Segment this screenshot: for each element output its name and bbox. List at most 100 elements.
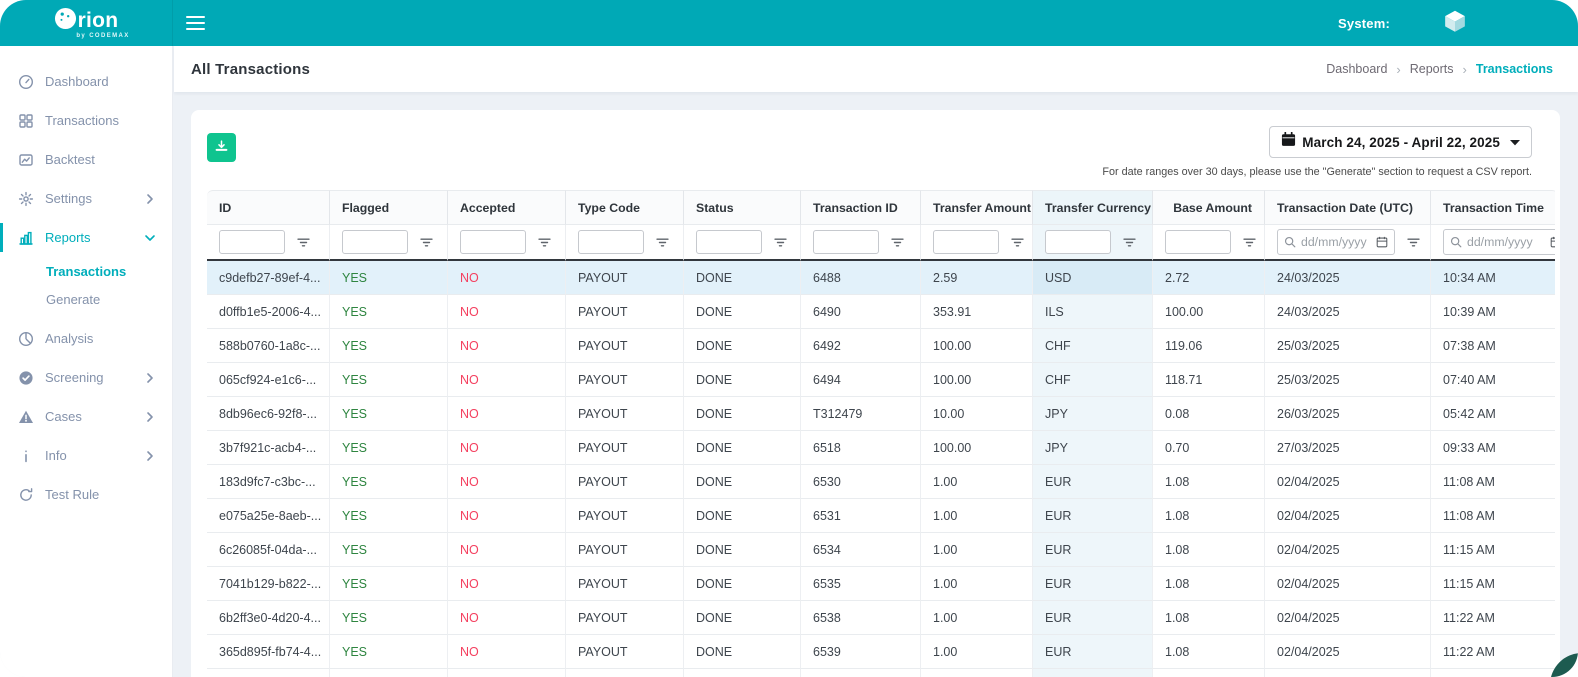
cell-id: e075a25e-8aeb-... <box>207 499 329 533</box>
filter-menu-icon[interactable] <box>1010 235 1025 250</box>
table-row[interactable]: 183d9fc7-c3bc-...YESNOPAYOUTDONE65301.00… <box>207 465 1555 499</box>
filter-menu-icon[interactable] <box>1242 235 1257 250</box>
column-header-id[interactable]: ID <box>207 190 329 225</box>
filter-menu-icon[interactable] <box>1122 235 1137 250</box>
table-row[interactable]: 065cf924-e1c6-...YESNOPAYOUTDONE6494100.… <box>207 363 1555 397</box>
filter-input-transaction_time[interactable]: dd/mm/yyyy <box>1443 229 1555 255</box>
calendar-icon[interactable] <box>1550 236 1555 248</box>
table-row[interactable]: d0ffb1e5-2006-4...YESNOPAYOUTDONE6490353… <box>207 295 1555 329</box>
sidebar-item-info[interactable]: Info <box>0 436 172 475</box>
filter-menu-icon[interactable] <box>773 235 788 250</box>
sidebar-item-analysis[interactable]: Analysis <box>0 319 172 358</box>
cell-transaction_date: 02/04/2025 <box>1264 601 1430 635</box>
cell-transfer_currency: EUR <box>1032 601 1152 635</box>
search-icon <box>1450 236 1462 248</box>
sidebar-item-dashboard[interactable]: Dashboard <box>0 62 172 101</box>
transactions-table: IDFlaggedAcceptedType CodeStatusTransact… <box>207 190 1555 677</box>
table-row[interactable]: 8db96ec6-92f8-...YESNOPAYOUTDONET3124791… <box>207 397 1555 431</box>
sidebar-item-screening[interactable]: Screening <box>0 358 172 397</box>
column-header-transaction_id[interactable]: Transaction ID <box>800 190 920 225</box>
filter-menu-icon[interactable] <box>1406 235 1421 250</box>
column-header-status[interactable]: Status <box>683 190 800 225</box>
cell-transfer_amount <box>920 669 1032 677</box>
cell-transaction_id: T312479 <box>800 397 920 431</box>
cell-accepted: NO <box>447 295 565 329</box>
cell-base_amount: 1.08 <box>1152 635 1264 669</box>
filter-menu-icon[interactable] <box>537 235 552 250</box>
cell-transaction_id: 6492 <box>800 329 920 363</box>
cell-transfer_amount: 1.00 <box>920 533 1032 567</box>
filter-menu-icon[interactable] <box>419 235 434 250</box>
filter-input-accepted[interactable] <box>460 230 526 254</box>
filter-input-base_amount[interactable] <box>1165 230 1231 254</box>
filter-input-status[interactable] <box>696 230 762 254</box>
menu-toggle-button[interactable] <box>186 14 208 32</box>
filter-menu-icon[interactable] <box>296 235 311 250</box>
breadcrumb-item-dashboard[interactable]: Dashboard <box>1326 62 1387 76</box>
breadcrumb-item-transactions[interactable]: Transactions <box>1476 62 1553 76</box>
filter-menu-icon[interactable] <box>890 235 905 250</box>
sidebar-item-label: Cases <box>45 409 82 424</box>
column-header-transaction_date[interactable]: Transaction Date (UTC) <box>1264 190 1430 225</box>
transactions-icon <box>18 113 34 129</box>
column-header-transfer_currency[interactable]: Transfer Currency <box>1032 190 1152 225</box>
cell-status: DONE <box>683 363 800 397</box>
cell-transaction_date: 02/04/2025 <box>1264 567 1430 601</box>
sidebar-item-reports[interactable]: Reports <box>0 218 172 257</box>
table-row[interactable]: 365d895f-fb74-4...YESNOPAYOUTDONE65391.0… <box>207 635 1555 669</box>
cell-status: DONE <box>683 329 800 363</box>
cell-base_amount: 1.08 <box>1152 499 1264 533</box>
cell-transaction_date: 24/03/2025 <box>1264 261 1430 295</box>
cell-transaction_date: 02/04/2025 <box>1264 533 1430 567</box>
breadcrumb-separator-icon: › <box>1396 62 1400 77</box>
filter-input-id[interactable] <box>219 230 285 254</box>
cell-base_amount: 1.08 <box>1152 465 1264 499</box>
cell-transfer_currency: JPY <box>1032 397 1152 431</box>
cases-icon <box>18 409 34 425</box>
sidebar-subitem-transactions[interactable]: Transactions <box>0 257 172 285</box>
filter-input-transaction_date[interactable]: dd/mm/yyyy <box>1277 229 1395 255</box>
table-row[interactable]: 588b0760-1a8c-...YESNOPAYOUTDONE6492100.… <box>207 329 1555 363</box>
dashboard-icon <box>18 74 34 90</box>
column-header-transaction_time[interactable]: Transaction Time <box>1430 190 1555 225</box>
sidebar-item-transactions[interactable]: Transactions <box>0 101 172 140</box>
breadcrumb: Dashboard›Reports›Transactions <box>1326 62 1553 77</box>
table-row[interactable] <box>207 669 1555 677</box>
column-header-transfer_amount[interactable]: Transfer Amount <box>920 190 1032 225</box>
system-cube-icon[interactable] <box>1440 6 1470 41</box>
cell-transaction_time <box>1430 669 1555 677</box>
cell-status: DONE <box>683 533 800 567</box>
filter-input-type_code[interactable] <box>578 230 644 254</box>
table-row[interactable]: c9defb27-89ef-4...YESNOPAYOUTDONE64882.5… <box>207 261 1555 295</box>
column-header-accepted[interactable]: Accepted <box>447 190 565 225</box>
filter-input-transaction_id[interactable] <box>813 230 879 254</box>
sidebar-item-cases[interactable]: Cases <box>0 397 172 436</box>
sidebar-item-label: Settings <box>45 191 92 206</box>
table-row[interactable]: 7041b129-b822-...YESNOPAYOUTDONE65351.00… <box>207 567 1555 601</box>
sidebar-item-backtest[interactable]: Backtest <box>0 140 172 179</box>
filter-input-flagged[interactable] <box>342 230 408 254</box>
info-icon <box>18 448 34 464</box>
cell-accepted: NO <box>447 329 565 363</box>
column-header-flagged[interactable]: Flagged <box>329 190 447 225</box>
date-range-picker[interactable]: March 24, 2025 - April 22, 2025 <box>1269 126 1532 158</box>
filter-menu-icon[interactable] <box>655 235 670 250</box>
cell-transaction_date: 02/04/2025 <box>1264 635 1430 669</box>
column-header-type_code[interactable]: Type Code <box>565 190 683 225</box>
cell-transfer_currency <box>1032 669 1152 677</box>
cell-transaction_time: 07:40 AM <box>1430 363 1555 397</box>
table-row[interactable]: 6c26085f-04da-...YESNOPAYOUTDONE65341.00… <box>207 533 1555 567</box>
table-row[interactable]: 6b2ff3e0-4d20-4...YESNOPAYOUTDONE65381.0… <box>207 601 1555 635</box>
download-button[interactable] <box>207 133 236 162</box>
breadcrumb-item-reports[interactable]: Reports <box>1410 62 1454 76</box>
column-header-base_amount[interactable]: Base Amount <box>1152 190 1264 225</box>
calendar-icon[interactable] <box>1376 236 1388 248</box>
filter-input-transfer_amount[interactable] <box>933 230 999 254</box>
table-row[interactable]: e075a25e-8aeb-...YESNOPAYOUTDONE65311.00… <box>207 499 1555 533</box>
sidebar-item-test-rule[interactable]: Test Rule <box>0 475 172 514</box>
sidebar-subitem-generate[interactable]: Generate <box>0 285 172 313</box>
sidebar-item-settings[interactable]: Settings <box>0 179 172 218</box>
filter-input-transfer_currency[interactable] <box>1045 230 1111 254</box>
table-row[interactable]: 3b7f921c-acb4-...YESNOPAYOUTDONE6518100.… <box>207 431 1555 465</box>
cell-transfer_currency: CHF <box>1032 363 1152 397</box>
